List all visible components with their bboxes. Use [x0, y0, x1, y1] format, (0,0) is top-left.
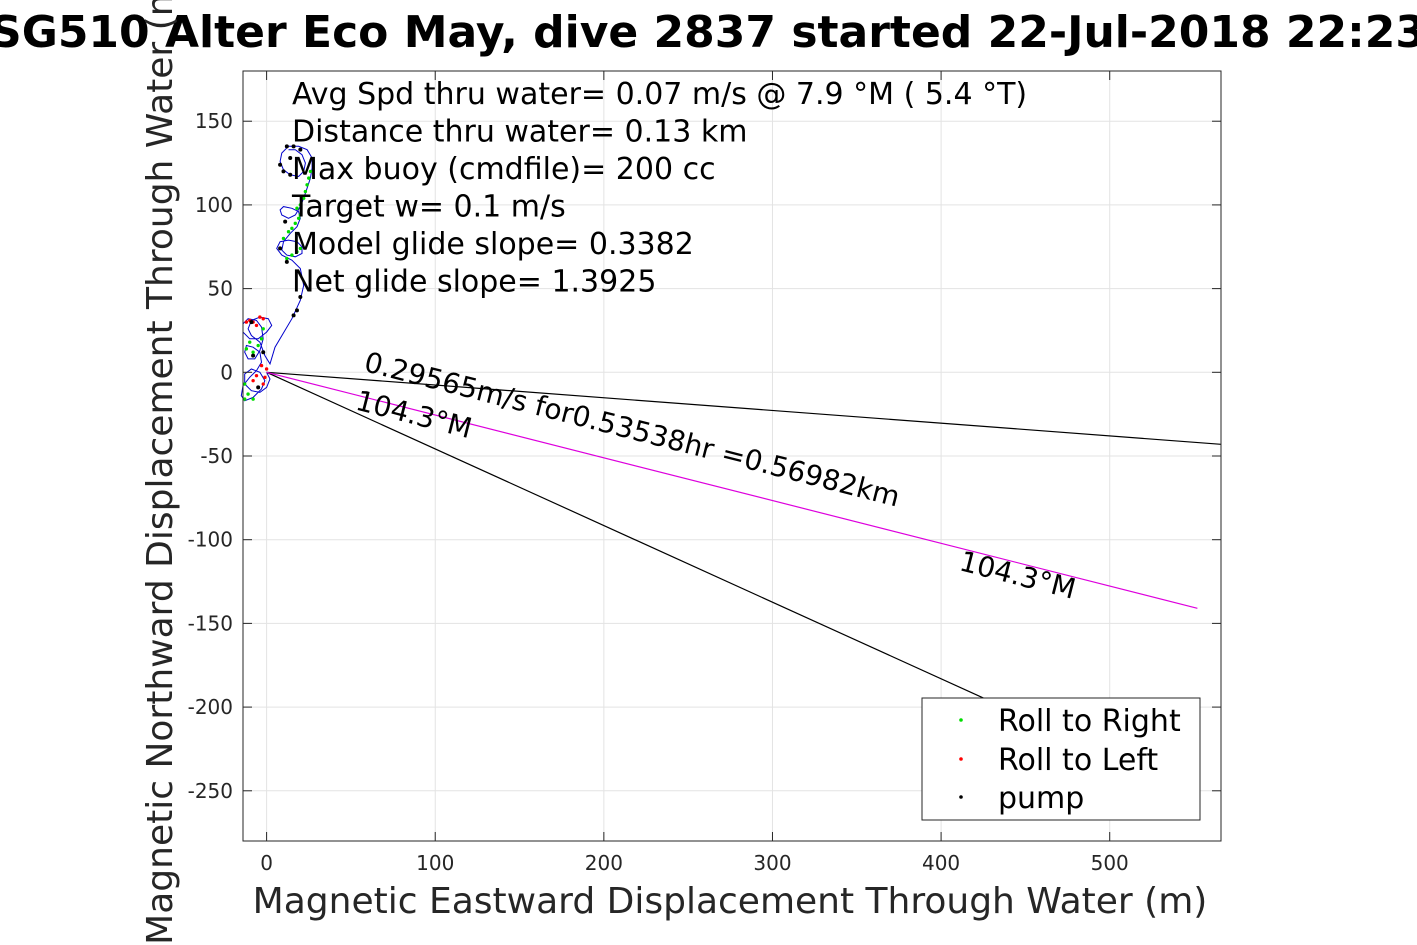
roll-to-right-point [281, 236, 286, 241]
roll-to-right-point [290, 226, 294, 231]
track [240, 145, 313, 402]
legend-label-roll-right: Roll to Right [998, 704, 1181, 739]
pump-point [298, 147, 303, 152]
roll-to-left-point [251, 378, 255, 383]
roll-to-right-point [295, 206, 299, 210]
y-tick-label: 100 [195, 193, 233, 217]
y-tick-label: -150 [188, 611, 233, 635]
current-vector [266, 371, 1198, 609]
roll-to-right-point [285, 256, 289, 261]
x-tick-label: 100 [416, 851, 454, 875]
roll-to-right-point [256, 343, 260, 348]
roll-to-right-point [242, 382, 247, 386]
y-tick-label: -50 [200, 444, 233, 468]
roll-to-left-point [264, 367, 269, 371]
y-tick-label: -200 [188, 695, 233, 719]
roll-to-right-point [259, 337, 264, 341]
pump-point [256, 385, 261, 390]
legend-marker-roll-right [959, 718, 963, 722]
roll-to-right-point [244, 347, 249, 351]
info-text-block: Avg Spd thru water= 0.07 m/s @ 7.9 °M ( … [291, 77, 1027, 300]
roll-to-right-point [305, 183, 309, 187]
legend-label-pump: pump [998, 781, 1084, 816]
x-axis-label: Magnetic Eastward Displacement Through W… [253, 881, 1208, 922]
roll-to-left-point [254, 323, 259, 328]
roll-to-left-point [259, 363, 264, 368]
heading-line [266, 371, 986, 700]
roll-to-right-point [302, 196, 306, 200]
pump-point [251, 353, 256, 358]
pump-point [288, 156, 293, 161]
pump-point [298, 294, 303, 299]
pump-point [278, 246, 283, 251]
y-tick-label: 150 [195, 109, 233, 133]
roll-to-right-point [298, 203, 303, 207]
legend-marker-roll-left [959, 757, 963, 761]
roll-to-right-point [242, 397, 247, 401]
y-tick-label: -250 [188, 779, 233, 803]
pump-point [284, 144, 289, 149]
roll-to-right-point [246, 392, 250, 396]
pump-point [278, 162, 283, 167]
x-tick-label: 300 [753, 851, 791, 875]
roll-to-right-point [307, 176, 311, 180]
x-tick-label: 400 [922, 851, 960, 875]
info-line: Model glide slope= 0.3382 [292, 227, 694, 262]
pump-point [281, 169, 286, 174]
legend-box [921, 697, 1201, 821]
pump-point [288, 172, 293, 177]
pump-point [291, 144, 296, 149]
legend: Roll to Right Roll to Left pump [921, 697, 1201, 821]
roll-to-right-point [293, 221, 297, 226]
pump-point [284, 259, 289, 264]
y-tick-label: -100 [188, 528, 233, 552]
info-line: Net glide slope= 1.3925 [292, 265, 656, 300]
roll-to-right-point [298, 213, 303, 217]
heading-line [266, 371, 1222, 445]
roll-to-left-point [263, 375, 267, 380]
pump-point [294, 308, 299, 313]
roll-to-left-point [244, 320, 249, 324]
roll-to-left-point [261, 382, 265, 386]
roll-to-right-point [296, 216, 301, 221]
roll-to-right-point [286, 229, 291, 234]
pump-point [283, 219, 288, 224]
roll-to-right-point [295, 250, 299, 254]
roll-to-left-point [261, 317, 265, 321]
roll-to-right-point [308, 169, 313, 174]
annotations: 0.29565m/s for0.53538hr =0.56982km104.3°… [353, 345, 1080, 605]
axis-ticks: 0 100 200 300 400 500150100500-50-100-150-200… [188, 71, 1221, 875]
info-line: Avg Spd thru water= 0.07 m/s @ 7.9 °M ( … [292, 77, 1027, 112]
legend-label-roll-left: Roll to Left [998, 743, 1158, 778]
y-axis-label: Magnetic Northward Displacement Through … [140, 0, 181, 945]
roll-to-right-point [303, 189, 308, 194]
chart-title: SG510 Alter Eco May, dive 2837 started 2… [0, 7, 1417, 58]
pump-point [249, 320, 254, 325]
legend-marker-pump [959, 795, 963, 799]
roll-to-left-point [258, 315, 262, 319]
roll-to-right-point [251, 350, 255, 354]
roll-to-right-point [298, 246, 303, 251]
pump-point [261, 350, 266, 355]
roll-to-right-point [290, 253, 294, 257]
info-line: Distance thru water= 0.13 km [292, 115, 747, 150]
x-tick-label: 200 [585, 851, 623, 875]
info-line: Max buoy (cmdfile)= 200 cc [292, 152, 716, 187]
roll-to-left-point [254, 373, 259, 378]
annotation-label: 104.3°M [956, 545, 1079, 606]
y-tick-label: 50 [208, 277, 233, 301]
x-tick-label: 500 [1091, 851, 1129, 875]
x-tick-label: 0 [260, 851, 273, 875]
pump-point [291, 313, 296, 318]
roll-to-right-point [251, 397, 255, 401]
info-line: Target w= 0.1 m/s [291, 190, 566, 225]
roll-to-right-point [261, 327, 265, 331]
plot-area [240, 144, 1222, 700]
y-tick-label: 0 [220, 360, 233, 384]
roll-to-right-point [248, 340, 252, 344]
